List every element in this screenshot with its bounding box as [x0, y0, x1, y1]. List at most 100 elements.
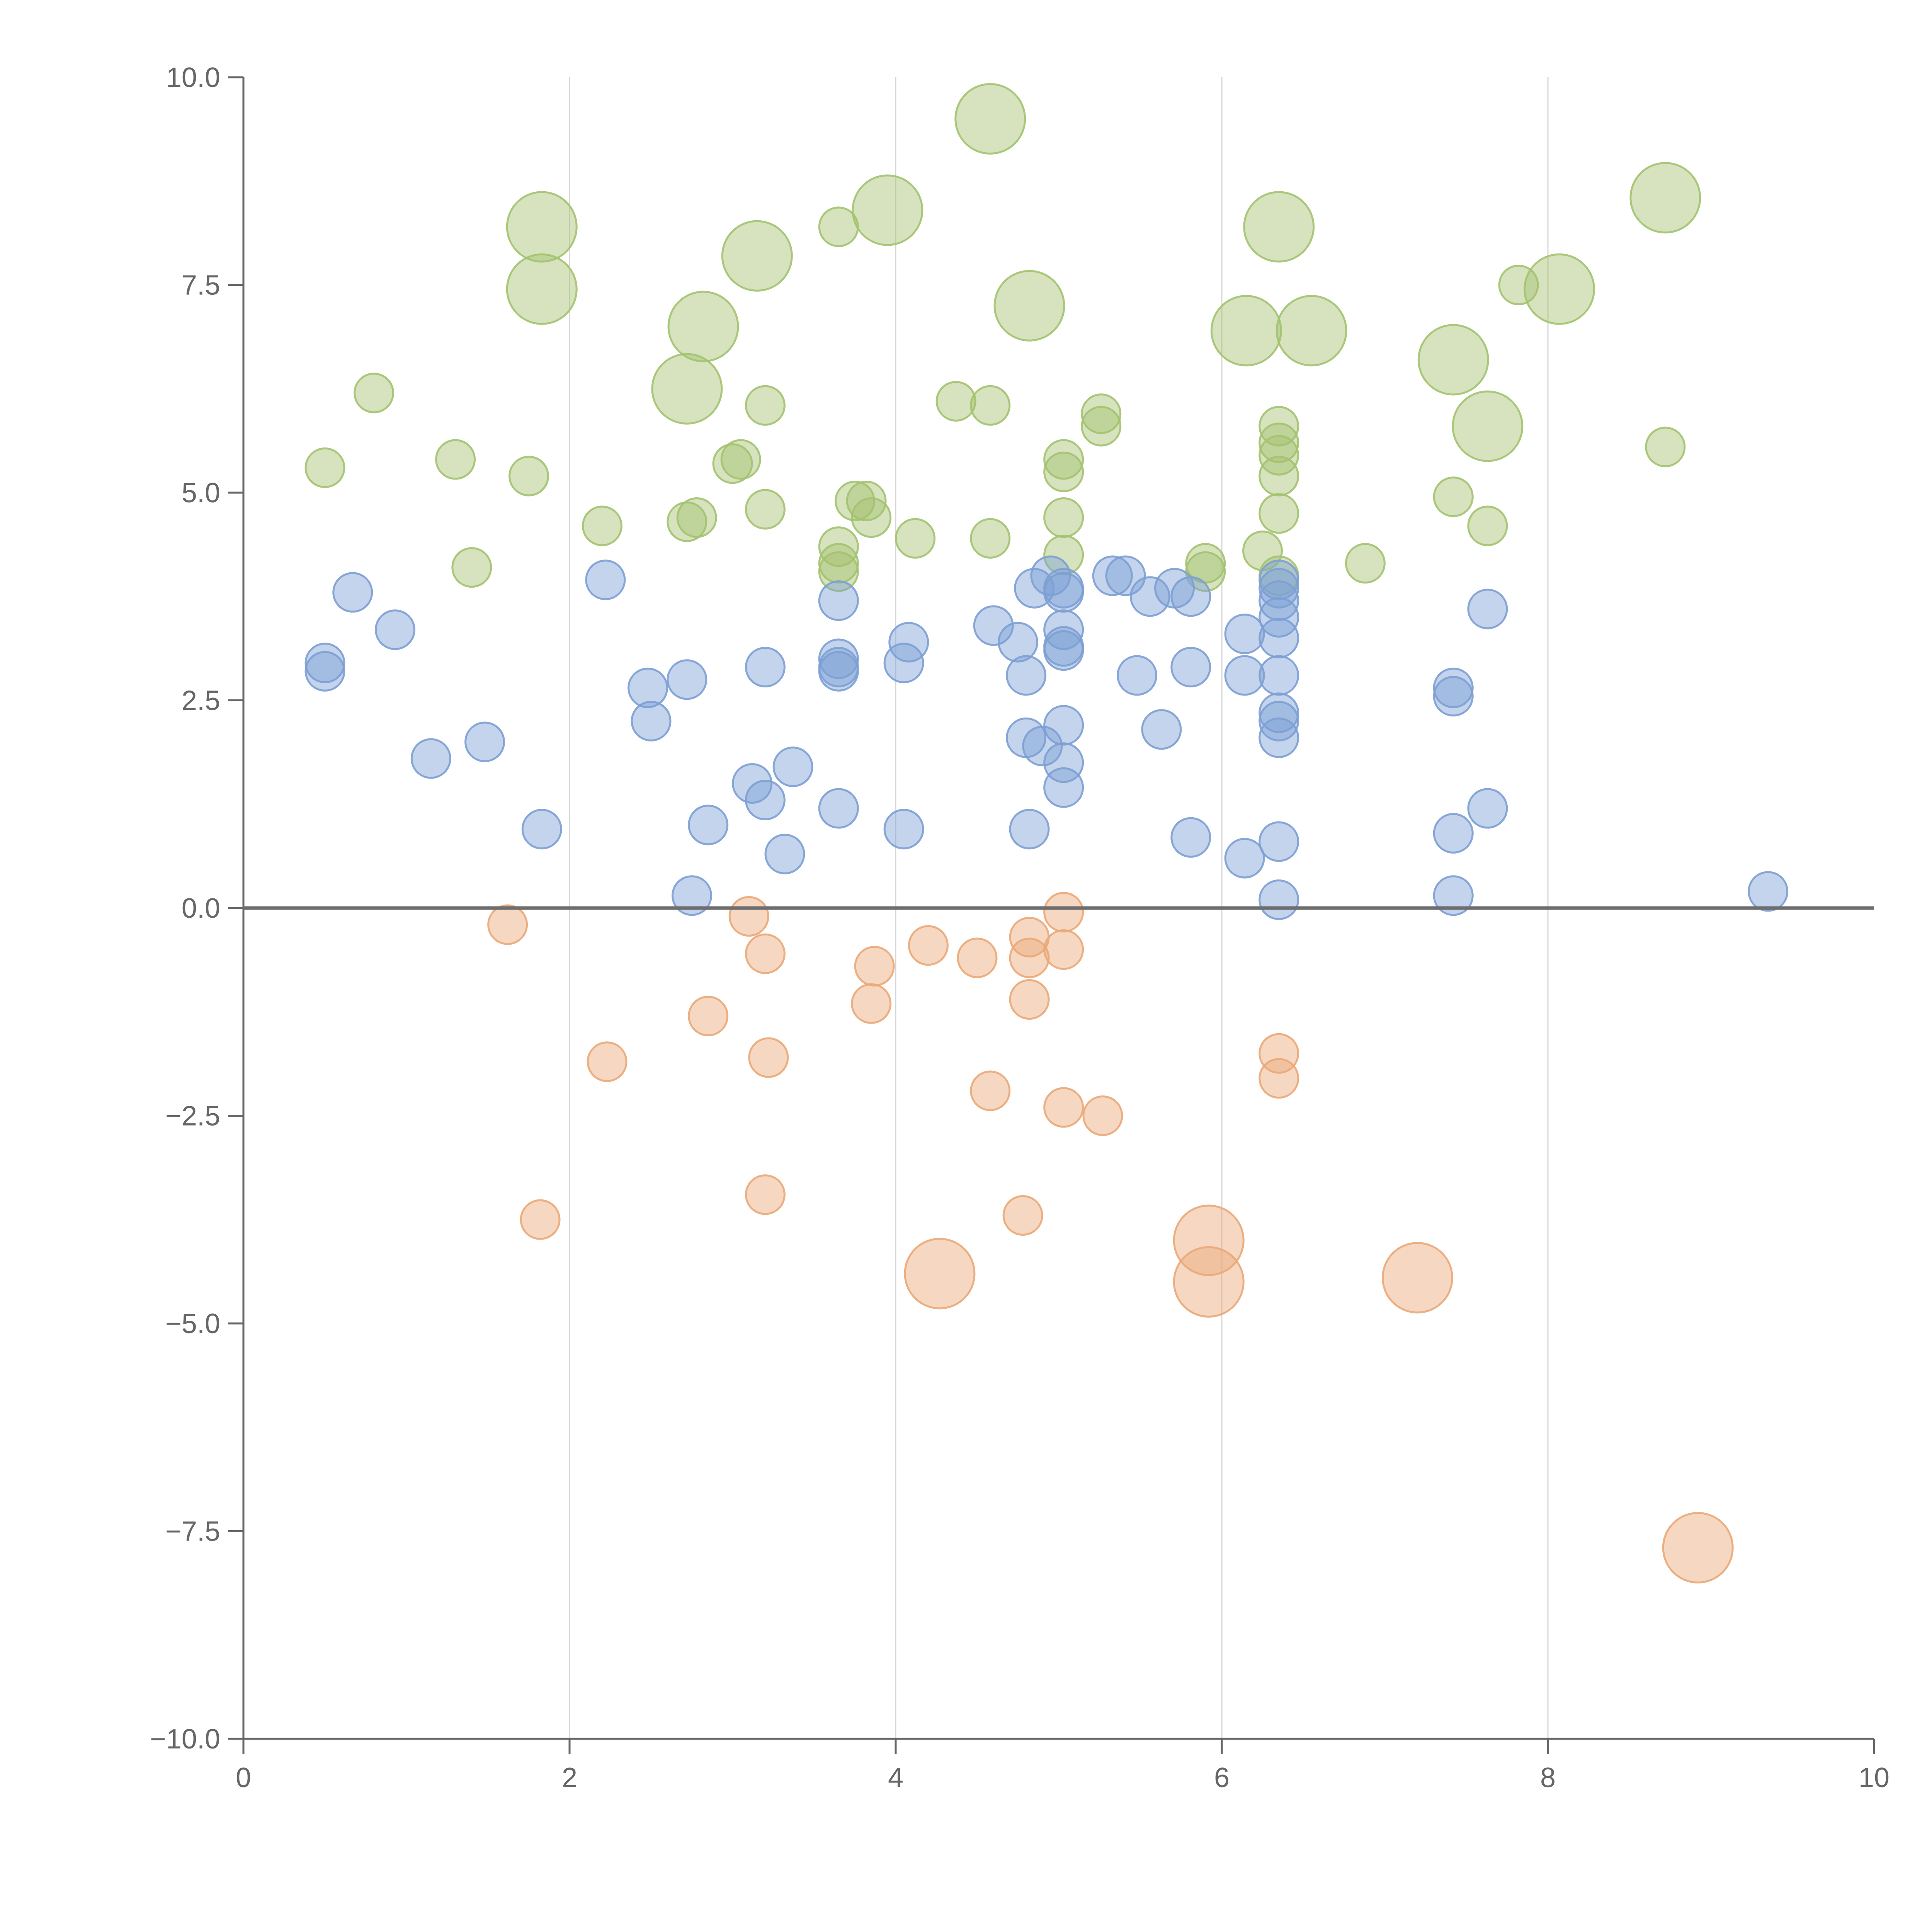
bubble-point: [1259, 560, 1299, 600]
bubble-point: [1433, 676, 1474, 717]
bubble-point: [1259, 422, 1299, 463]
bubble-point: [772, 747, 813, 787]
bubble-point: [582, 505, 622, 546]
bubble-point: [888, 622, 929, 663]
bubble-point: [1259, 580, 1299, 621]
bubble-point: [1259, 879, 1299, 920]
x-tick-label: 2: [562, 1762, 577, 1793]
bubble-point: [745, 780, 786, 820]
bubble-point: [993, 270, 1065, 342]
bubble-point: [1433, 476, 1474, 517]
bubble-point: [451, 547, 492, 588]
bubble-point: [1467, 505, 1508, 546]
bubble-point: [1129, 576, 1170, 617]
bubble-point: [304, 643, 345, 684]
x-tick-label: 0: [236, 1762, 251, 1793]
x-tick-label: 8: [1540, 1762, 1556, 1793]
bubble-point: [1629, 162, 1701, 234]
bubble-point: [1043, 534, 1084, 575]
y-tick-label: −5.0: [165, 1308, 220, 1339]
bubble-point: [1009, 937, 1050, 978]
bubble-point: [818, 788, 859, 829]
bubble-point: [628, 667, 668, 708]
bubble-point: [973, 605, 1014, 646]
bubble-point: [818, 580, 859, 621]
bubble-point: [745, 647, 786, 687]
bubble-point: [332, 572, 373, 613]
bubble-point: [1043, 572, 1084, 613]
bubble-point: [970, 385, 1011, 426]
bubble-point: [585, 560, 626, 600]
bubble-point: [374, 609, 415, 650]
x-tick-label: 4: [888, 1762, 903, 1793]
bubble-point: [904, 1238, 976, 1310]
bubble-point: [764, 833, 805, 874]
bubble-point: [1645, 427, 1686, 468]
bubble-point: [464, 721, 505, 762]
bubble-point: [1259, 821, 1299, 862]
bubble-point: [1043, 767, 1084, 808]
bubble-point: [970, 1070, 1011, 1111]
bubble-point: [1259, 568, 1299, 609]
bubble-point: [1662, 1512, 1734, 1583]
bubble-point: [304, 651, 345, 692]
bubble-point: [1259, 1058, 1299, 1099]
bubble-point: [745, 385, 786, 426]
bubble-point: [883, 643, 924, 684]
bubble-point: [631, 701, 672, 742]
y-tick-label: −2.5: [165, 1101, 220, 1132]
bubble-point: [1043, 609, 1084, 650]
bubble-point: [854, 946, 895, 986]
bubble-point: [1002, 1195, 1043, 1236]
bubble-point: [1022, 726, 1063, 767]
bubble-point: [1043, 892, 1084, 933]
bubble-point: [688, 996, 729, 1036]
bubble-point: [304, 447, 345, 488]
bubble-point: [1452, 390, 1524, 462]
y-tick-label: 2.5: [182, 685, 220, 716]
bubble-point: [520, 1199, 561, 1240]
x-tick-label: 6: [1214, 1762, 1230, 1793]
bubble-point: [1043, 1087, 1084, 1128]
bubble-point: [667, 659, 707, 700]
bubble-point: [1009, 979, 1050, 1020]
bubble-point: [1170, 817, 1211, 858]
bubble-point: [1224, 614, 1265, 654]
bubble-point: [1014, 568, 1055, 609]
bubble-point: [487, 904, 528, 945]
bubble-point: [1082, 1095, 1123, 1136]
bubble-point: [851, 497, 892, 538]
bubble-point: [1417, 324, 1489, 396]
bubble-point: [957, 937, 998, 978]
bubble-point: [1467, 588, 1508, 629]
bubble-point: [818, 651, 859, 692]
bubble-point: [1524, 253, 1595, 325]
bubble-point: [1185, 551, 1226, 592]
bubble-point: [1173, 1204, 1245, 1276]
bubble-point: [998, 622, 1038, 663]
bubble-point: [1259, 456, 1299, 497]
bubble-point: [506, 253, 578, 325]
bubble-point: [672, 875, 712, 916]
bubble-point: [667, 291, 739, 362]
bubble-point: [1259, 493, 1299, 534]
bubble-point: [745, 1174, 786, 1215]
bubble-point: [1259, 406, 1299, 447]
bubble-point: [1170, 647, 1211, 687]
bubble-point: [748, 1037, 789, 1078]
bubble-point: [1433, 875, 1474, 916]
bubble-point: [835, 481, 875, 521]
bubble-point: [1433, 667, 1474, 708]
bubble-point: [721, 220, 793, 292]
bubble-point: [506, 191, 578, 263]
bubble-point: [1276, 295, 1347, 367]
bubble-point: [1043, 497, 1084, 538]
bubble-point: [852, 174, 923, 246]
bubble-point: [732, 763, 773, 804]
bubble-point: [846, 481, 887, 521]
bubble-point: [728, 896, 769, 937]
bubble-point: [521, 809, 562, 850]
bubble-point: [851, 983, 892, 1024]
